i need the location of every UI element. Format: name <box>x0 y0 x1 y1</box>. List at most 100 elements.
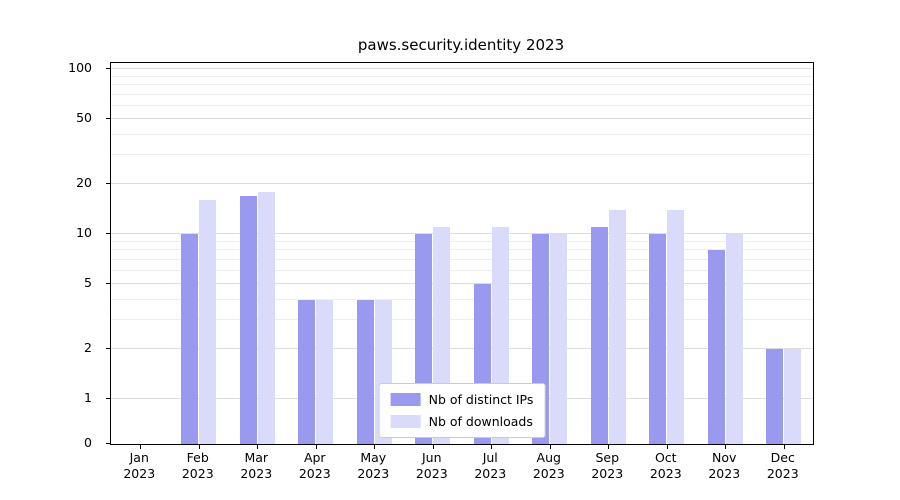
gridline-minor <box>111 298 813 300</box>
x-tick-mark <box>491 444 493 449</box>
legend-label: Nb of downloads <box>428 414 533 429</box>
x-tick-month: Jan <box>129 450 149 465</box>
x-tick-month: Dec <box>770 450 795 465</box>
gridline-major <box>111 282 813 284</box>
gridline-minor <box>111 249 813 250</box>
bar-downloads <box>199 200 217 444</box>
y-tick-mark <box>106 117 111 119</box>
x-tick-year: 2023 <box>474 466 507 481</box>
y-tick-label: 0 <box>84 435 92 450</box>
y-tick-label: 50 <box>76 109 92 125</box>
chart-title: paws.security.identity 2023 <box>357 36 565 54</box>
x-tick-year: 2023 <box>123 466 156 481</box>
bar-downloads <box>550 234 568 444</box>
x-tick-mark <box>783 444 785 449</box>
gridline-minor <box>111 258 813 260</box>
y-axis-labels: 0 1 2 5 10 20 50 100 <box>0 60 102 450</box>
x-tick-label: Oct 2023 <box>650 450 682 482</box>
x-tick-label: Apr 2023 <box>299 450 331 482</box>
x-tick-month: Jul <box>482 450 498 465</box>
gridline-minor <box>111 240 813 242</box>
gridline-minor <box>111 154 813 156</box>
gridline-major <box>111 183 813 185</box>
x-tick-year: 2023 <box>415 466 448 481</box>
x-tick-month: Apr <box>303 450 326 465</box>
x-tick-mark <box>432 444 434 449</box>
x-tick-mark <box>666 444 668 449</box>
x-tick-year: 2023 <box>181 466 214 481</box>
y-tick-mark <box>106 68 111 69</box>
x-tick-mark <box>608 444 610 449</box>
bar-downloads <box>667 209 685 444</box>
x-tick-year: 2023 <box>298 466 331 481</box>
y-tick-mark <box>106 398 111 399</box>
x-tick-mark <box>549 444 551 449</box>
x-tick-month: Nov <box>712 450 737 465</box>
bar-distinct-ips <box>356 299 374 444</box>
y-tick-label: 2 <box>84 340 92 356</box>
x-tick-year: 2023 <box>649 466 682 481</box>
gridline-minor <box>111 84 813 85</box>
x-axis-labels: Jan 2023 Feb 2023 Mar 2023 Apr 2023 May 2023 Jun 20… <box>110 450 812 494</box>
bar-distinct-ips <box>239 195 257 444</box>
y-tick-label: 1 <box>84 390 92 405</box>
x-tick-mark <box>725 444 727 449</box>
gridline-minor <box>111 133 813 135</box>
x-tick-year: 2023 <box>240 466 273 481</box>
bar-distinct-ips <box>298 299 316 444</box>
x-tick-month: Jun <box>421 450 442 465</box>
y-tick-label: 20 <box>76 175 92 191</box>
x-tick-month: Aug <box>536 450 561 465</box>
gridline-major <box>111 233 813 234</box>
x-tick-label: Nov 2023 <box>708 450 740 482</box>
y-tick-mark <box>106 233 111 234</box>
bar-downloads <box>608 209 626 444</box>
bar-downloads <box>725 234 743 444</box>
bar-downloads <box>316 299 334 444</box>
x-tick-mark <box>198 444 200 449</box>
legend-item: Nb of downloads <box>390 414 534 429</box>
legend: Nb of distinct IPs Nb of downloads <box>378 383 546 438</box>
gridline-minor <box>111 93 813 95</box>
y-tick-label: 5 <box>84 274 92 290</box>
y-tick-mark <box>106 183 111 185</box>
gridline-minor <box>111 319 813 321</box>
x-tick-label: Mar 2023 <box>240 450 272 482</box>
legend-swatch <box>390 415 421 428</box>
y-tick-mark <box>106 282 111 284</box>
bar-distinct-ips <box>590 227 608 444</box>
gridline-minor <box>111 104 813 106</box>
gridline-major <box>111 348 813 350</box>
x-tick-label: Feb 2023 <box>182 450 214 482</box>
bar-downloads <box>257 191 275 444</box>
legend-item: Nb of distinct IPs <box>390 392 534 407</box>
legend-label: Nb of distinct IPs <box>428 392 534 407</box>
x-tick-mark <box>374 444 376 449</box>
x-tick-month: Mar <box>244 450 269 465</box>
gridline-minor <box>111 269 813 271</box>
x-tick-year: 2023 <box>591 466 624 481</box>
gridline-minor <box>111 75 813 77</box>
x-tick-month: Oct <box>654 450 677 465</box>
bar-distinct-ips <box>707 250 725 444</box>
y-tick-mark <box>106 348 111 350</box>
legend-swatch <box>390 393 421 406</box>
x-tick-label: Aug 2023 <box>533 450 565 482</box>
x-tick-mark <box>140 444 142 449</box>
gridline-major <box>111 68 813 69</box>
plot-area: Nb of distinct IPs Nb of downloads <box>106 62 814 449</box>
y-tick-label: 100 <box>68 60 92 75</box>
gridline-major <box>111 117 813 119</box>
x-tick-mark <box>315 444 317 449</box>
y-tick-label: 10 <box>76 225 92 240</box>
x-tick-label: Sep 2023 <box>591 450 623 482</box>
x-tick-label: Jan 2023 <box>123 450 155 482</box>
x-tick-label: Dec 2023 <box>767 450 799 482</box>
x-tick-mark <box>257 444 259 449</box>
x-tick-label: Jun 2023 <box>416 450 448 482</box>
x-tick-month: Feb <box>186 450 209 465</box>
bar-downloads <box>784 349 802 444</box>
x-tick-label: May 2023 <box>357 450 389 482</box>
bar-distinct-ips <box>766 349 784 444</box>
